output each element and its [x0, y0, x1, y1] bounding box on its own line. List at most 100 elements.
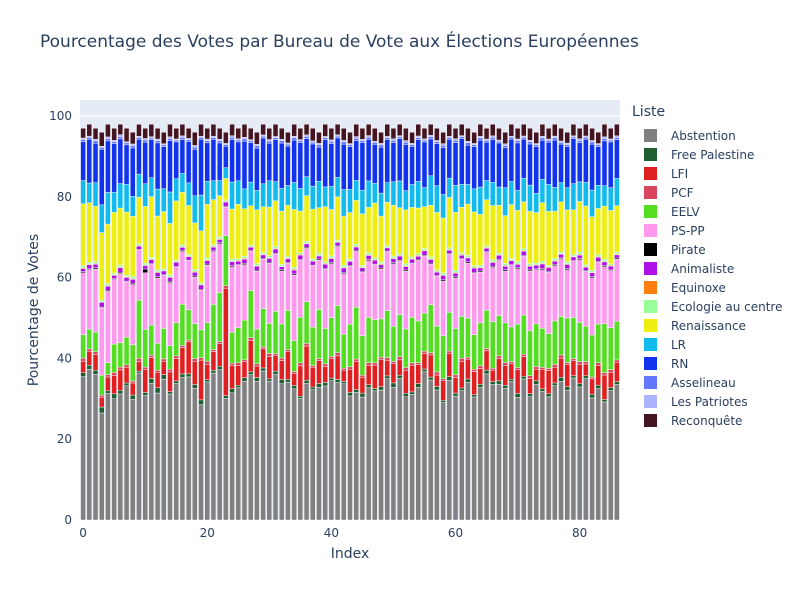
bar-segment[interactable] — [558, 128, 564, 142]
bar-segment[interactable] — [353, 361, 359, 390]
bar-segment[interactable] — [490, 381, 496, 385]
bar-segment[interactable] — [328, 143, 335, 187]
bar-segment[interactable] — [428, 259, 434, 264]
bar-segment[interactable] — [521, 250, 527, 256]
bar-segment[interactable] — [440, 194, 446, 219]
bar-segment[interactable] — [173, 267, 179, 323]
bar-segment[interactable] — [440, 378, 446, 381]
bar-segment[interactable] — [154, 138, 161, 141]
bar-segment[interactable] — [434, 276, 440, 327]
bar-segment[interactable] — [490, 321, 496, 369]
bar-segment[interactable] — [179, 191, 186, 245]
bar-segment[interactable] — [514, 261, 521, 264]
bar-segment[interactable] — [608, 270, 614, 328]
bar-segment[interactable] — [86, 351, 92, 366]
bar-segment[interactable] — [260, 258, 266, 309]
bar-segment[interactable] — [229, 392, 235, 521]
bar-segment[interactable] — [576, 252, 583, 255]
bar-segment[interactable] — [459, 206, 465, 254]
bar-segment[interactable] — [353, 124, 359, 137]
bar-segment[interactable] — [334, 355, 341, 380]
bar-segment[interactable] — [260, 346, 266, 350]
bar-segment[interactable] — [136, 249, 142, 301]
bar-segment[interactable] — [136, 361, 142, 372]
bar-segment[interactable] — [99, 132, 105, 147]
bar-segment[interactable] — [365, 136, 372, 140]
bar-segment[interactable] — [198, 282, 204, 285]
bar-segment[interactable] — [223, 144, 229, 147]
bar-segment[interactable] — [452, 392, 459, 397]
bar-segment[interactable] — [434, 325, 440, 373]
bar-segment[interactable] — [521, 136, 527, 140]
bar-segment[interactable] — [297, 396, 304, 399]
bar-segment[interactable] — [167, 124, 173, 138]
bar-segment[interactable] — [378, 143, 384, 146]
bar-segment[interactable] — [589, 277, 595, 336]
bar-segment[interactable] — [136, 245, 142, 250]
bar-segment[interactable] — [316, 358, 322, 361]
bar-segment[interactable] — [285, 381, 291, 521]
bar-segment[interactable] — [514, 190, 521, 211]
bar-segment[interactable] — [465, 262, 471, 319]
bar-segment[interactable] — [210, 370, 217, 374]
bar-segment[interactable] — [291, 373, 297, 386]
bar-segment[interactable] — [595, 256, 601, 262]
bar-segment[interactable] — [595, 384, 601, 389]
bar-segment[interactable] — [92, 331, 99, 352]
bar-segment[interactable] — [105, 192, 111, 225]
bar-segment[interactable] — [198, 329, 204, 358]
bar-segment[interactable] — [564, 132, 570, 144]
bar-segment[interactable] — [117, 136, 124, 140]
bar-segment[interactable] — [254, 363, 260, 367]
bar-segment[interactable] — [595, 254, 601, 257]
bar-segment[interactable] — [502, 263, 508, 266]
bar-segment[interactable] — [310, 261, 316, 266]
bar-segment[interactable] — [310, 185, 316, 210]
bar-segment[interactable] — [248, 140, 254, 144]
bar-segment[interactable] — [409, 207, 415, 258]
bar-segment[interactable] — [471, 396, 477, 521]
bar-segment[interactable] — [192, 149, 198, 197]
bar-segment[interactable] — [514, 369, 521, 394]
bar-segment[interactable] — [508, 139, 515, 182]
bar-segment[interactable] — [496, 355, 502, 360]
legend-item[interactable]: Les Patriotes — [632, 392, 800, 411]
bar-segment[interactable] — [341, 189, 347, 217]
bar-segment[interactable] — [576, 138, 583, 141]
bar-segment[interactable] — [154, 128, 161, 140]
bar-segment[interactable] — [558, 258, 564, 317]
bar-segment[interactable] — [403, 270, 409, 330]
bar-segment[interactable] — [589, 128, 595, 141]
bar-segment[interactable] — [229, 365, 235, 389]
bar-segment[interactable] — [539, 202, 546, 262]
bar-segment[interactable] — [527, 184, 533, 212]
bar-segment[interactable] — [303, 138, 310, 177]
bar-segment[interactable] — [204, 138, 210, 141]
bar-segment[interactable] — [514, 397, 521, 521]
bar-segment[interactable] — [291, 385, 297, 390]
bar-segment[interactable] — [372, 128, 378, 142]
bar-segment[interactable] — [316, 146, 322, 182]
bar-segment[interactable] — [92, 139, 99, 142]
bar-segment[interactable] — [223, 398, 229, 521]
bar-segment[interactable] — [614, 359, 620, 363]
bar-segment[interactable] — [130, 147, 136, 197]
bar-segment[interactable] — [223, 395, 229, 399]
bar-segment[interactable] — [384, 137, 390, 140]
legend-item[interactable]: Animaliste — [632, 259, 800, 278]
bar-segment[interactable] — [179, 251, 186, 305]
bar-segment[interactable] — [558, 143, 564, 183]
bar-segment[interactable] — [92, 143, 99, 183]
bar-segment[interactable] — [254, 381, 260, 521]
bar-segment[interactable] — [291, 124, 297, 137]
bar-segment[interactable] — [204, 265, 210, 323]
bar-segment[interactable] — [154, 269, 161, 273]
bar-segment[interactable] — [589, 378, 595, 395]
bar-segment[interactable] — [409, 362, 415, 366]
bar-segment[interactable] — [111, 279, 117, 345]
bar-segment[interactable] — [452, 142, 459, 186]
bar-segment[interactable] — [614, 139, 620, 179]
bar-segment[interactable] — [341, 143, 347, 190]
bar-segment[interactable] — [123, 385, 130, 521]
bar-segment[interactable] — [608, 327, 614, 370]
